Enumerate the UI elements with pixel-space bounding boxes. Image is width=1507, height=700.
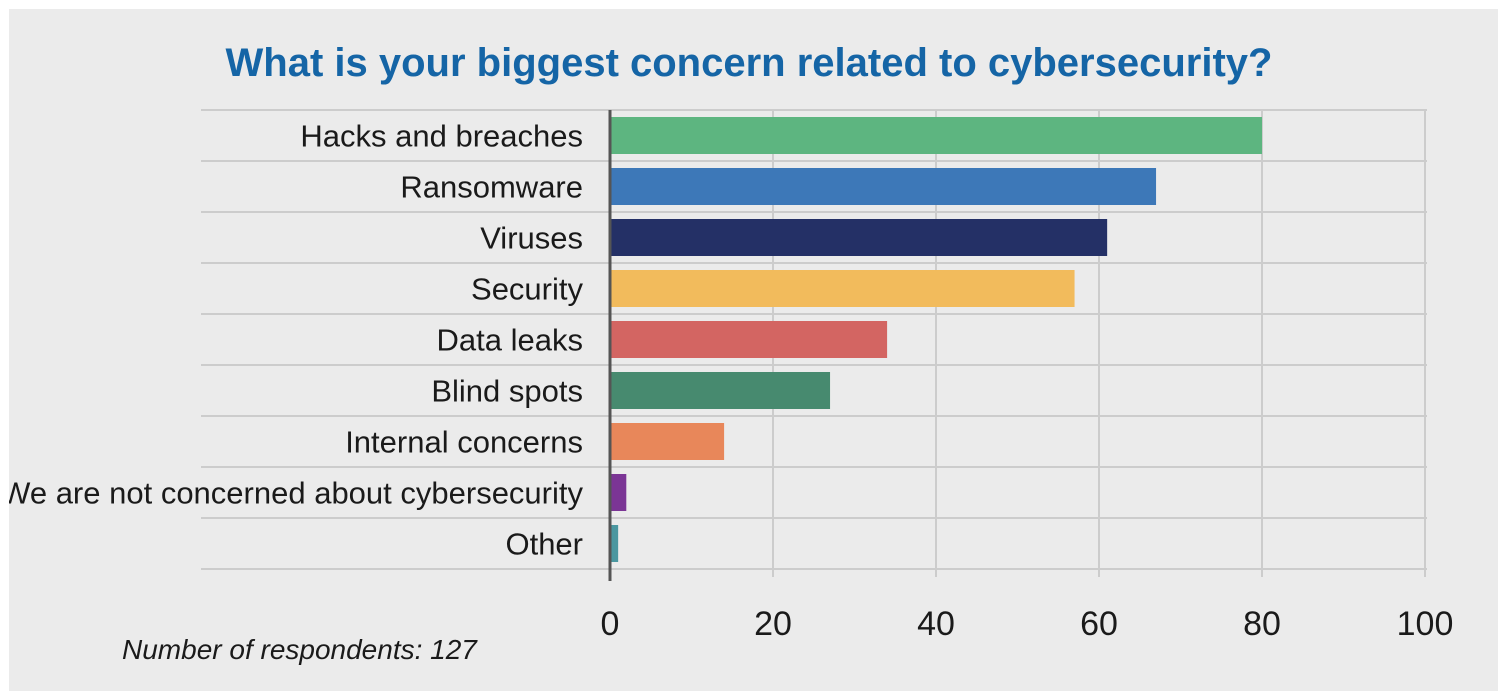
category-label: Data leaks	[437, 323, 583, 358]
category-label: Viruses	[480, 221, 583, 256]
bar	[610, 525, 619, 562]
bar	[610, 423, 725, 460]
category-label: Hacks and breaches	[300, 119, 583, 154]
category-label: Ransomware	[400, 170, 583, 205]
bar-chart: What is your biggest concern related to …	[9, 41, 1454, 665]
category-label: We are not concerned about cybersecurity	[9, 476, 583, 511]
x-tick-label: 0	[601, 605, 620, 643]
x-tick-label: 40	[917, 605, 955, 643]
x-tick-label: 60	[1080, 605, 1118, 643]
bar	[610, 372, 831, 409]
category-label: Other	[505, 527, 583, 562]
x-tick-label: 20	[754, 605, 792, 643]
category-label: Internal concerns	[345, 425, 583, 460]
x-tick-label: 80	[1243, 605, 1281, 643]
category-label: Blind spots	[431, 374, 583, 409]
bars	[610, 117, 1262, 562]
bar	[610, 270, 1075, 307]
chart-title: What is your biggest concern related to …	[226, 41, 1273, 85]
bar	[610, 168, 1157, 205]
bar	[610, 117, 1262, 154]
bar	[610, 219, 1108, 256]
category-label: Security	[471, 272, 583, 307]
bar	[610, 321, 888, 358]
category-labels: Hacks and breaches Ransomware Viruses Secur…	[9, 119, 583, 562]
bar	[610, 474, 627, 511]
x-tick-label: 100	[1397, 605, 1454, 643]
respondents-note: Number of respondents: 127	[122, 634, 478, 665]
chart-panel: What is your biggest concern related to …	[9, 9, 1498, 691]
x-axis-ticks: 0 20 40 60 80 100	[601, 605, 1454, 643]
